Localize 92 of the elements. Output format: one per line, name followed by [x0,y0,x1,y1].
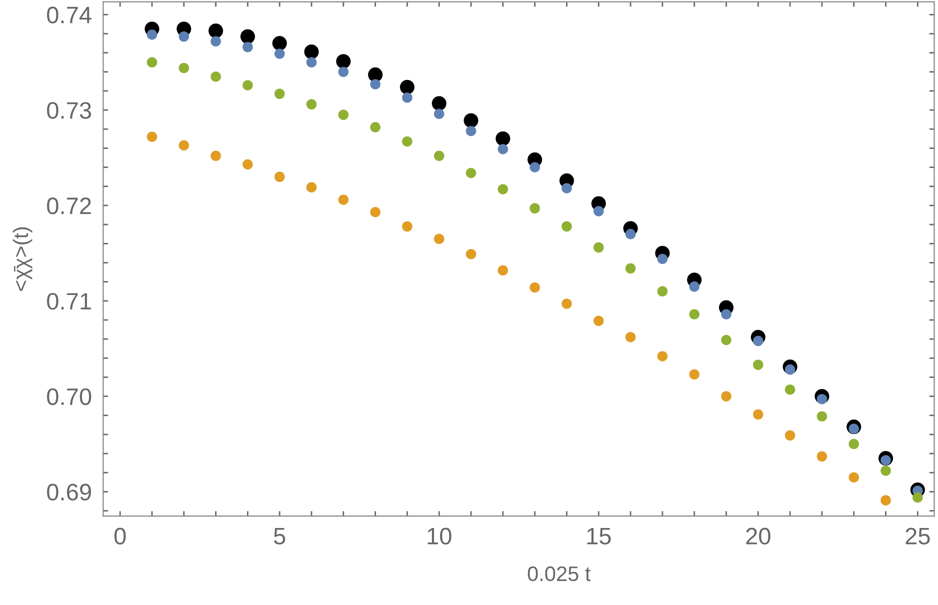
point [625,228,636,240]
point [657,351,668,362]
point [210,150,221,161]
point [593,316,604,326]
point [210,71,221,82]
point [178,62,190,74]
point [721,309,732,320]
point [242,42,253,52]
point [593,242,604,253]
point [338,194,349,205]
point [146,132,158,142]
x-tick-label: 0 [114,528,126,545]
point [689,309,700,320]
point [304,44,319,60]
point [816,411,828,422]
point [402,221,412,232]
point [178,31,190,42]
point [274,48,285,59]
point [816,451,828,462]
point [466,168,476,178]
point [306,99,317,110]
point [306,57,317,68]
point [242,159,253,170]
point [496,131,510,146]
point [208,24,224,38]
point [274,172,285,182]
point [178,140,190,150]
point [338,66,349,78]
point [370,79,380,90]
point [432,96,446,111]
y-tick-label: 0.70 [47,388,92,406]
point [657,254,668,264]
point [530,162,540,172]
point [657,286,668,296]
point [434,234,444,244]
point [402,92,412,103]
point [240,29,255,44]
y-tick-label: 0.74 [47,6,92,24]
point [562,298,572,309]
point [146,57,158,68]
point [336,54,351,69]
point [848,472,860,483]
point [562,221,572,232]
point [689,369,700,380]
point [689,281,700,292]
point [562,183,572,194]
point [464,113,478,128]
y-tick-label: 0.73 [47,102,92,119]
point [784,384,796,395]
point [880,466,891,476]
point [466,248,476,260]
point [210,36,221,46]
y-tick-label: 0.69 [47,484,91,501]
x-axis-title: 0.025 t [528,566,591,582]
point [402,136,412,147]
point [338,110,349,120]
point [274,88,285,99]
point [625,332,636,342]
point [146,29,158,40]
x-tick-label: 5 [274,528,286,545]
x-tick-label: 25 [906,528,930,545]
point [752,360,764,370]
point [466,126,476,136]
point [880,495,891,506]
point [721,391,732,402]
y-tick-label: 0.72 [47,198,91,214]
x-tick-label: 20 [746,528,770,545]
point [498,184,508,194]
point [498,144,508,154]
point [530,203,540,214]
point [498,265,508,276]
point [368,67,383,82]
point [625,263,636,274]
point [434,150,444,161]
point [370,122,380,132]
point [752,409,764,420]
point [400,80,414,94]
point [272,36,287,51]
point [306,182,317,192]
point [242,80,253,90]
y-tick-label: 0.71 [47,292,91,310]
point [848,438,860,450]
point [912,492,923,503]
point [593,206,604,216]
point [370,206,380,218]
x-tick-label: 10 [428,528,452,545]
point [530,282,540,293]
point [434,108,444,119]
x-tick-label: 15 [587,528,611,545]
point [784,430,796,441]
y-axis-title: <χ̄χ>(t) [12,227,32,291]
point [721,334,732,346]
